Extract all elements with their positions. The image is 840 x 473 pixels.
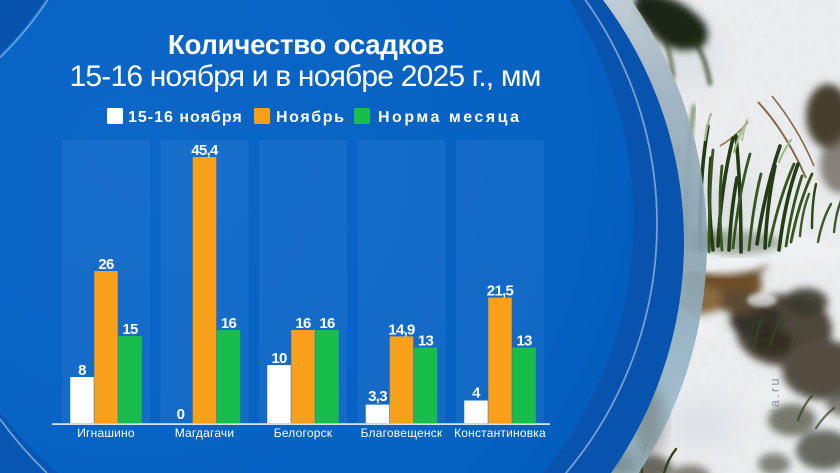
svg-text:13: 13 (418, 333, 434, 350)
svg-text:3,3: 3,3 (368, 388, 387, 405)
svg-text:Количество осадков: Количество осадков (168, 29, 444, 60)
svg-text:14,9: 14,9 (388, 322, 415, 339)
svg-text:Ноябрь: Ноябрь (276, 109, 346, 126)
svg-text:15: 15 (122, 321, 138, 338)
svg-text:Норма месяца: Норма месяца (378, 109, 522, 126)
svg-text:13: 13 (516, 333, 532, 350)
svg-text:8: 8 (78, 362, 86, 379)
svg-text:26: 26 (98, 256, 114, 273)
svg-text:16: 16 (319, 315, 335, 332)
svg-text:15-16 ноября: 15-16 ноября (128, 109, 243, 126)
svg-text:45,4: 45,4 (191, 142, 219, 159)
svg-text:Белогорск: Белогорск (274, 426, 333, 440)
svg-text:Константиновка: Константиновка (454, 426, 546, 440)
svg-text:Благовещенск: Благовещенск (361, 426, 443, 440)
svg-text:16: 16 (295, 315, 311, 332)
svg-text:15-16 ноября и в ноябре 2025 г: 15-16 ноября и в ноябре 2025 г., мм (69, 60, 540, 93)
svg-text:0: 0 (177, 406, 185, 423)
svg-text:Магдагачи: Магдагачи (175, 426, 235, 440)
svg-text:10: 10 (271, 350, 287, 367)
svg-text:ria.ru: ria.ru (767, 376, 782, 419)
svg-text:4: 4 (472, 385, 481, 402)
svg-text:Игнашино: Игнашино (77, 426, 135, 440)
svg-text:16: 16 (221, 315, 237, 332)
svg-text:21,5: 21,5 (487, 283, 514, 300)
